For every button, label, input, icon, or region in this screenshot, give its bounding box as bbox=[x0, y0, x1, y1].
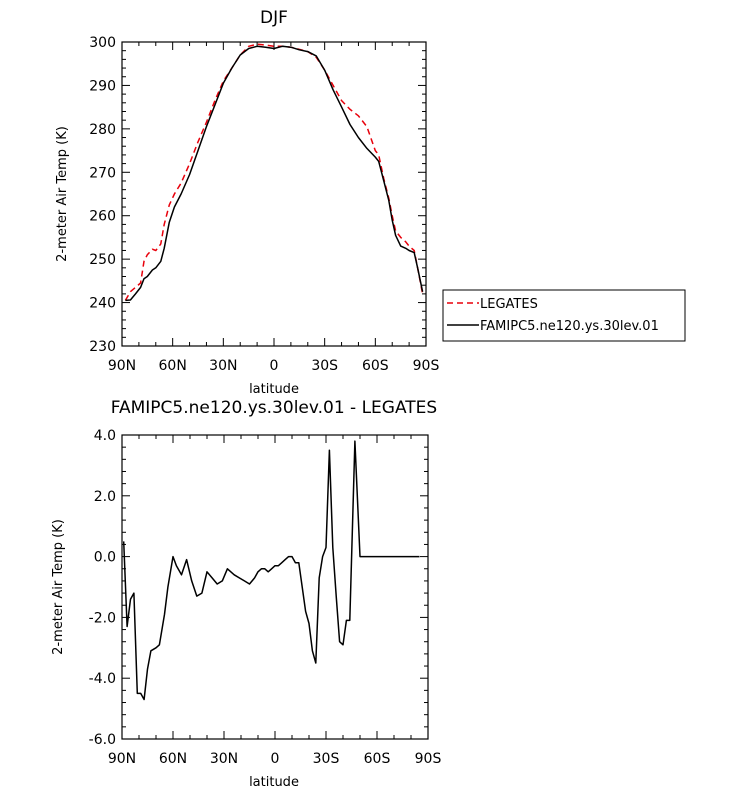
x-tick-label: 90N bbox=[108, 751, 136, 767]
x-tick-label: 30N bbox=[209, 358, 237, 374]
y-tick-label: 300 bbox=[89, 35, 116, 51]
bottom-series bbox=[122, 440, 420, 701]
series-line-0-1 bbox=[125, 45, 424, 302]
y-tick-label: 2.0 bbox=[94, 489, 116, 505]
bottom-x-axis-label: latitude bbox=[249, 775, 299, 790]
y-tick-label: 290 bbox=[89, 78, 116, 94]
x-tick-label: 0 bbox=[270, 358, 279, 374]
legend-box bbox=[442, 289, 686, 342]
top-ticks: 90N 60N 30N 0 30S 60S 90S 230 240 250 260 270 280 290… bbox=[89, 35, 439, 374]
x-tick-label: 60N bbox=[159, 751, 187, 767]
y-tick-label: 270 bbox=[89, 165, 116, 181]
bottom-ticks: 90N 60N 30N 0 30S 60S 90S -6.0 -4.0 -2.0 0.0 2.0 4.0 bbox=[89, 428, 442, 767]
x-tick-label: 60S bbox=[362, 358, 389, 374]
x-tick-label: 90N bbox=[108, 358, 136, 374]
top-panel: DJF 90N 60N 30N 0 30S 60S 90S 230 240 250 260 270 28… bbox=[55, 8, 439, 397]
y-tick-label: -2.0 bbox=[89, 610, 116, 626]
y-tick-label: 0.0 bbox=[94, 550, 116, 566]
top-y-axis-label: 2-meter Air Temp (K) bbox=[55, 126, 70, 262]
top-x-axis-label: latitude bbox=[249, 382, 299, 397]
x-tick-label: 60S bbox=[364, 751, 391, 767]
x-tick-label: 30N bbox=[210, 751, 238, 767]
bottom-y-axis-label: 2-meter Air Temp (K) bbox=[51, 519, 66, 655]
legend-label-legates: LEGATES bbox=[480, 297, 538, 312]
y-tick-label: 250 bbox=[89, 252, 116, 268]
top-series bbox=[124, 43, 424, 302]
series-line-0-0 bbox=[124, 43, 424, 301]
x-tick-label: 0 bbox=[271, 751, 280, 767]
top-chart-title: DJF bbox=[260, 8, 288, 28]
y-tick-label: -6.0 bbox=[89, 732, 116, 748]
bottom-chart-title: FAMIPC5.ne120.ys.30lev.01 - LEGATES bbox=[111, 398, 437, 418]
y-tick-label: 260 bbox=[89, 209, 116, 225]
y-tick-label: 4.0 bbox=[94, 428, 116, 444]
y-tick-label: 230 bbox=[89, 339, 116, 355]
x-tick-label: 60N bbox=[159, 358, 187, 374]
legend: LEGATES FAMIPC5.ne120.ys.30lev.01 bbox=[442, 289, 686, 342]
y-tick-label: -4.0 bbox=[89, 671, 116, 687]
bottom-panel: FAMIPC5.ne120.ys.30lev.01 - LEGATES 90N 6… bbox=[51, 398, 441, 790]
x-tick-label: 90S bbox=[413, 358, 440, 374]
series-line-1-0 bbox=[122, 440, 420, 701]
top-plot-frame bbox=[121, 41, 427, 347]
y-tick-label: 240 bbox=[89, 296, 116, 312]
x-tick-label: 30S bbox=[311, 358, 338, 374]
y-tick-label: 280 bbox=[89, 122, 116, 138]
x-tick-label: 30S bbox=[313, 751, 340, 767]
x-tick-label: 90S bbox=[415, 751, 442, 767]
legend-label-famipc5: FAMIPC5.ne120.ys.30lev.01 bbox=[480, 319, 659, 334]
